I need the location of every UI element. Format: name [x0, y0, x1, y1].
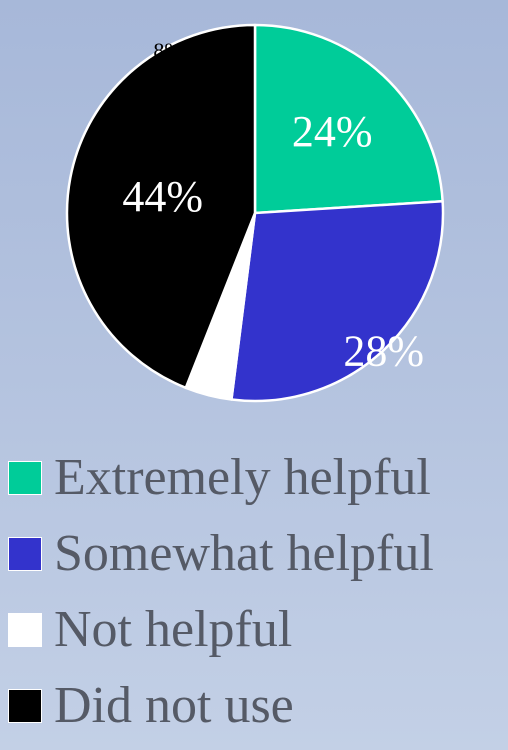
data-label-extremely-helpful: 24%: [292, 107, 373, 156]
legend-swatch-did-not-use: [8, 689, 42, 723]
data-label-did-not-use: 44%: [122, 172, 203, 221]
legend-item-not-helpful: Not helpful: [8, 592, 508, 668]
legend: Extremely helpful Somewhat helpful Not h…: [8, 440, 508, 744]
legend-swatch-extremely-helpful: [8, 461, 42, 495]
pie-data-labels: 24% 28% 44%: [122, 107, 424, 375]
legend-item-extremely-helpful: Extremely helpful: [8, 440, 508, 516]
legend-swatch-somewhat-helpful: [8, 537, 42, 571]
pie-slices: [65, 23, 445, 403]
legend-swatch-not-helpful: [8, 613, 42, 647]
legend-item-did-not-use: Did not use: [8, 668, 508, 744]
pie-chart: 24% 28% 44% 8%: [65, 23, 445, 403]
legend-label: Did not use: [54, 677, 294, 734]
legend-label: Somewhat helpful: [54, 525, 434, 582]
legend-label: Extremely helpful: [54, 449, 431, 506]
pie-slice-did-not-use: [65, 23, 257, 390]
pie-slice-extremely-helpful: [253, 23, 444, 215]
legend-label: Not helpful: [54, 601, 293, 658]
legend-item-somewhat-helpful: Somewhat helpful: [8, 516, 508, 592]
partial-slice-label: 8%: [153, 38, 182, 63]
data-label-somewhat-helpful: 28%: [343, 326, 424, 375]
pie-slice-somewhat-helpful: [230, 199, 445, 403]
